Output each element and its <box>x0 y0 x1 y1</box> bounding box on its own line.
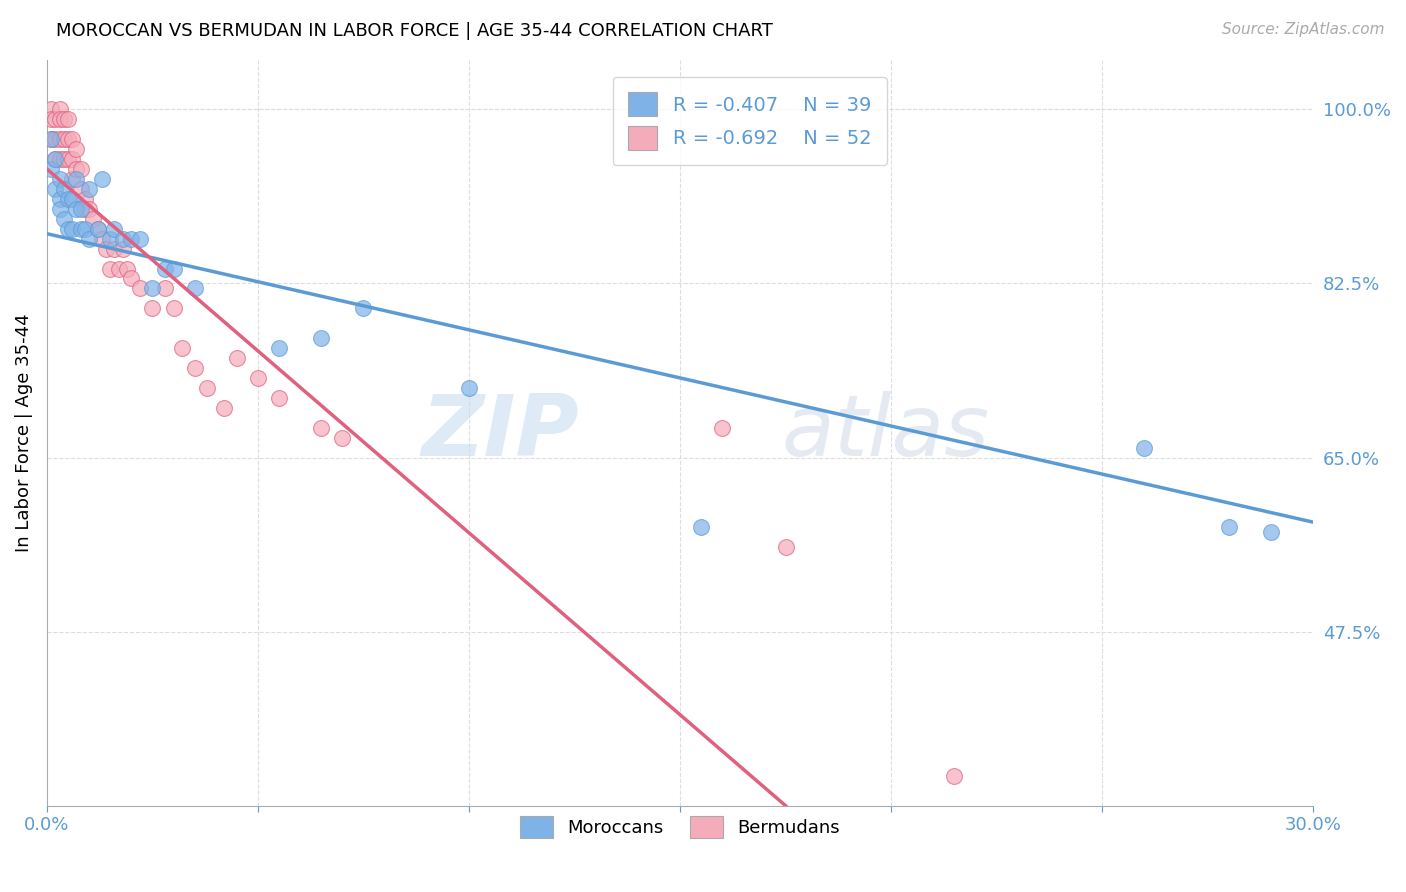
Point <box>60 221 83 235</box>
Point <box>65 161 87 176</box>
Point <box>90 172 112 186</box>
Point <box>311 331 333 345</box>
Point <box>153 261 176 276</box>
Point <box>128 281 150 295</box>
Point <box>48 152 70 166</box>
Point <box>44 152 66 166</box>
Point <box>115 261 138 276</box>
Legend: Moroccans, Bermudans: Moroccans, Bermudans <box>513 809 848 846</box>
Point <box>267 391 290 405</box>
Point <box>39 103 62 117</box>
Point <box>69 221 91 235</box>
Point <box>60 192 83 206</box>
Point <box>212 401 235 415</box>
Point <box>48 192 70 206</box>
Point <box>52 152 75 166</box>
Point <box>39 132 62 146</box>
Text: Source: ZipAtlas.com: Source: ZipAtlas.com <box>1222 22 1385 37</box>
Point <box>52 132 75 146</box>
Text: MOROCCAN VS BERMUDAN IN LABOR FORCE | AGE 35-44 CORRELATION CHART: MOROCCAN VS BERMUDAN IN LABOR FORCE | AG… <box>56 22 773 40</box>
Point <box>86 221 108 235</box>
Point <box>225 351 247 365</box>
Point <box>103 242 125 256</box>
Point <box>120 232 142 246</box>
Point <box>69 161 91 176</box>
Point <box>48 103 70 117</box>
Point <box>52 182 75 196</box>
Point <box>73 221 96 235</box>
Point <box>39 161 62 176</box>
Point <box>183 361 205 376</box>
Text: ZIP: ZIP <box>422 392 579 475</box>
Point <box>153 281 176 295</box>
Point <box>332 431 354 445</box>
Point <box>69 182 91 196</box>
Point <box>195 381 218 395</box>
Point <box>690 520 713 534</box>
Point <box>69 202 91 216</box>
Point <box>56 221 79 235</box>
Point <box>82 211 104 226</box>
Point <box>56 152 79 166</box>
Point <box>65 172 87 186</box>
Point <box>77 182 100 196</box>
Point <box>1260 525 1282 540</box>
Point <box>77 202 100 216</box>
Point <box>44 152 66 166</box>
Point <box>94 242 117 256</box>
Point <box>77 232 100 246</box>
Point <box>90 232 112 246</box>
Point <box>98 232 121 246</box>
Point <box>98 261 121 276</box>
Point <box>141 301 163 316</box>
Point <box>73 192 96 206</box>
Point <box>44 132 66 146</box>
Point <box>458 381 481 395</box>
Point <box>44 112 66 127</box>
Point <box>60 152 83 166</box>
Point <box>39 112 62 127</box>
Point <box>56 112 79 127</box>
Point <box>39 132 62 146</box>
Point <box>246 371 269 385</box>
Point <box>60 172 83 186</box>
Point <box>48 202 70 216</box>
Point <box>1218 520 1240 534</box>
Point <box>111 232 134 246</box>
Point <box>775 540 797 554</box>
Point <box>162 301 184 316</box>
Point <box>711 420 734 434</box>
Point <box>56 132 79 146</box>
Point <box>111 242 134 256</box>
Point <box>60 132 83 146</box>
Point <box>120 271 142 285</box>
Text: atlas: atlas <box>782 392 990 475</box>
Point <box>183 281 205 295</box>
Y-axis label: In Labor Force | Age 35-44: In Labor Force | Age 35-44 <box>15 313 32 552</box>
Point <box>311 420 333 434</box>
Point <box>1133 441 1156 455</box>
Point <box>48 112 70 127</box>
Point <box>48 132 70 146</box>
Point <box>65 142 87 156</box>
Point <box>103 221 125 235</box>
Point <box>44 182 66 196</box>
Point <box>56 192 79 206</box>
Point <box>267 341 290 355</box>
Point <box>48 172 70 186</box>
Point <box>353 301 375 316</box>
Point <box>141 281 163 295</box>
Point <box>65 202 87 216</box>
Point <box>52 112 75 127</box>
Point <box>128 232 150 246</box>
Point <box>73 202 96 216</box>
Point <box>52 211 75 226</box>
Point <box>162 261 184 276</box>
Point <box>107 261 129 276</box>
Point <box>943 769 966 783</box>
Point <box>86 221 108 235</box>
Point <box>170 341 193 355</box>
